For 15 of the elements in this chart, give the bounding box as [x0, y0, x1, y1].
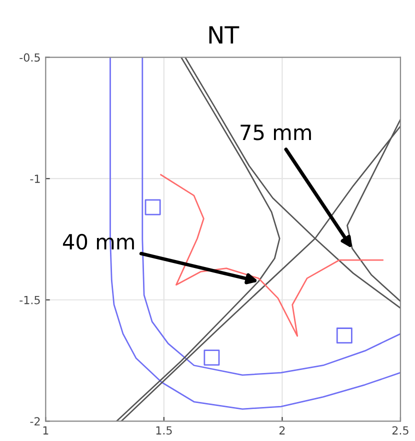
x-tick-label: 2.5 [392, 426, 408, 435]
chart-title: NT [209, 26, 240, 44]
y-tick-label: -1 [30, 174, 40, 183]
x-tick-label: 2 [279, 426, 285, 434]
line-series [160, 174, 384, 337]
y-tick-label: -2 [30, 417, 40, 426]
annotation: 75 mm [240, 124, 311, 140]
line-series [142, 57, 400, 376]
point [204, 350, 220, 366]
y-tick-label: -0.5 [20, 53, 40, 62]
y-tick-label: -1.5 [20, 296, 40, 304]
x-tick-label: 1 [43, 426, 48, 434]
x-tick-label: 1.5 [156, 426, 172, 435]
point [144, 199, 161, 216]
point [336, 328, 352, 344]
